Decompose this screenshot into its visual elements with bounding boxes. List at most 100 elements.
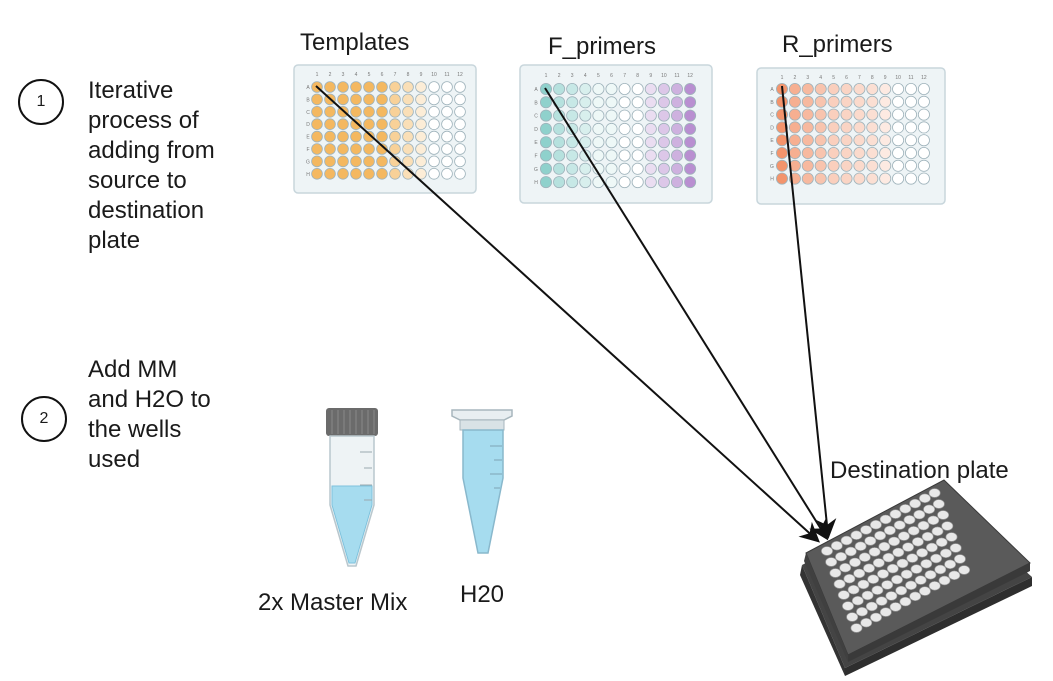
well	[579, 83, 592, 96]
well	[657, 176, 670, 189]
step-1-number: 1	[36, 93, 46, 110]
well	[428, 155, 440, 168]
well	[892, 83, 905, 96]
well	[657, 83, 670, 96]
well	[311, 143, 323, 155]
well	[618, 149, 631, 162]
well	[363, 93, 375, 106]
well	[684, 109, 697, 122]
well	[644, 83, 657, 96]
row-letter: F	[534, 154, 537, 160]
plate-column-numbers: 1 2 3 4 5 6 7 8 9 10 11 12	[316, 72, 463, 78]
destination-well	[931, 526, 944, 536]
plate-wells	[776, 83, 930, 185]
well	[311, 130, 323, 143]
well	[892, 159, 905, 172]
destination-well	[860, 525, 872, 535]
destination-well	[864, 536, 877, 546]
destination-well	[913, 509, 926, 520]
well	[605, 136, 618, 149]
destination-well	[847, 584, 860, 595]
well	[776, 95, 789, 108]
column-number: 8	[407, 72, 410, 78]
well	[631, 122, 644, 135]
well	[350, 155, 362, 168]
well	[324, 155, 336, 168]
templates-arrow	[315, 85, 820, 543]
well	[618, 109, 631, 122]
row-letter: D	[770, 125, 774, 131]
destination-well	[865, 601, 878, 612]
well	[605, 96, 618, 109]
destination-well	[879, 607, 892, 617]
well	[324, 130, 336, 143]
well	[337, 143, 349, 155]
well	[579, 122, 592, 135]
well	[840, 95, 853, 108]
well	[324, 118, 336, 130]
well	[788, 95, 801, 108]
well	[540, 96, 553, 109]
well	[905, 172, 918, 185]
destination-plate-label: Destination plate	[830, 457, 1009, 484]
destination-well	[860, 617, 873, 628]
well	[801, 146, 814, 159]
well	[389, 168, 401, 180]
well	[644, 176, 657, 189]
well	[592, 122, 605, 135]
well	[827, 83, 840, 96]
well	[350, 130, 362, 143]
well	[917, 159, 930, 172]
well	[337, 130, 349, 143]
destination-well	[885, 591, 898, 601]
well	[866, 108, 879, 121]
h20-tube	[451, 409, 513, 554]
column-number: 1	[545, 73, 548, 79]
well	[566, 109, 579, 122]
step-2-circle: 2	[21, 396, 67, 442]
destination-well	[935, 537, 948, 547]
destination-well	[909, 498, 921, 509]
well	[553, 149, 566, 162]
well	[879, 134, 892, 147]
well	[892, 134, 905, 147]
well	[840, 146, 853, 159]
column-number: 3	[571, 73, 574, 79]
well	[618, 122, 631, 135]
well	[917, 172, 930, 185]
well	[605, 83, 618, 96]
well	[866, 134, 879, 147]
well	[337, 118, 349, 130]
plate-column-numbers: 1 2 3 4 5 6 7 8 9 10 11 12	[781, 75, 927, 81]
well	[879, 95, 892, 108]
destination-well	[874, 530, 886, 541]
well	[631, 149, 644, 162]
well	[389, 81, 401, 93]
well	[644, 109, 657, 122]
destination-well	[877, 569, 889, 579]
well	[879, 121, 892, 134]
well	[402, 106, 414, 118]
well	[657, 96, 670, 109]
well	[840, 83, 853, 96]
destination-well	[916, 548, 928, 558]
well	[389, 106, 401, 118]
well	[840, 172, 853, 185]
well	[311, 93, 323, 106]
well	[644, 122, 657, 135]
plate-row-letters: A B CD E F G H	[770, 87, 774, 183]
column-number: 7	[394, 72, 397, 78]
well	[853, 108, 866, 121]
column-number: 9	[884, 75, 887, 81]
column-number: 1	[781, 75, 784, 81]
destination-well	[856, 606, 868, 617]
destination-well	[825, 557, 838, 567]
well	[853, 121, 866, 134]
well	[631, 162, 644, 175]
well	[428, 130, 440, 143]
well	[454, 106, 466, 118]
well	[905, 83, 918, 96]
well	[415, 155, 427, 168]
well	[879, 108, 892, 121]
